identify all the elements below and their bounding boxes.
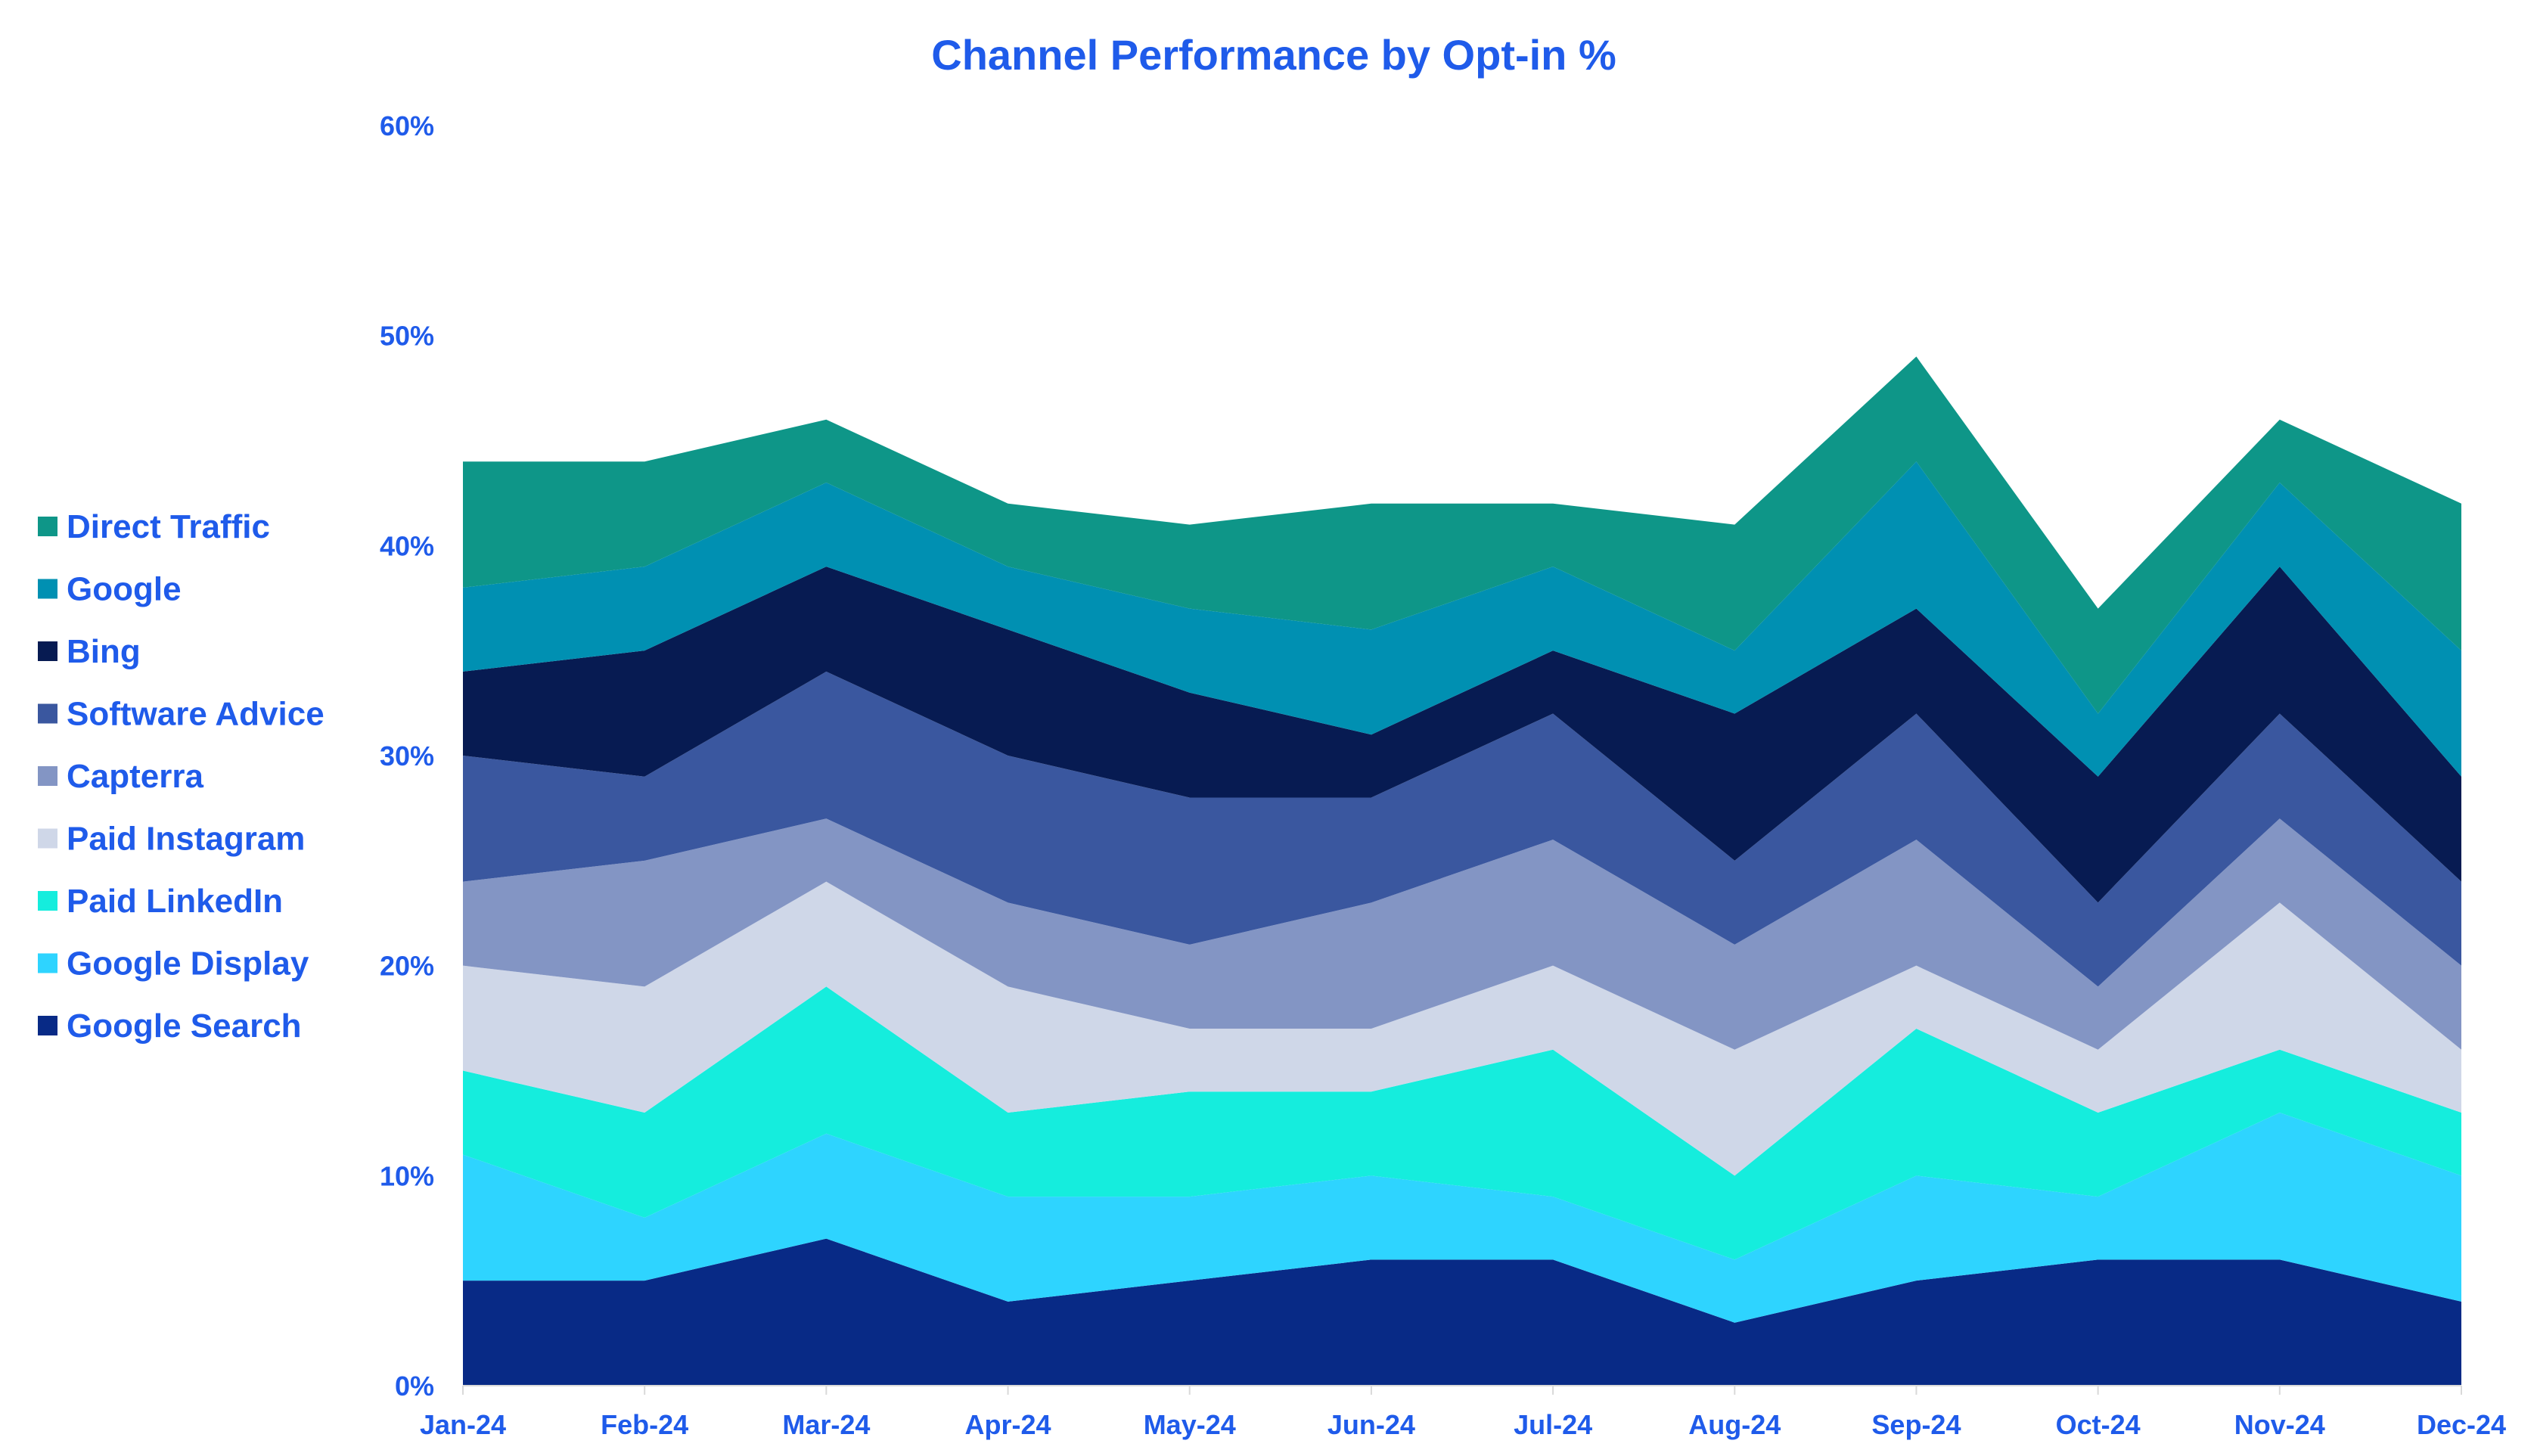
- areas-layer: [463, 356, 2461, 1386]
- area-paid-linkedin: [463, 986, 2461, 1260]
- y-tick-label: 50%: [380, 321, 434, 352]
- legend-label: Paid LinkedIn: [67, 883, 283, 920]
- chart-title: Channel Performance by Opt-in %: [931, 31, 1616, 79]
- x-tick-label: Mar-24: [782, 1409, 870, 1440]
- x-tick-label: May-24: [1144, 1409, 1236, 1440]
- area-software-advice: [463, 671, 2461, 987]
- legend: Direct Traffic Google Bing Software Advice C…: [38, 508, 324, 1045]
- legend-swatch: [38, 828, 57, 849]
- legend-swatch: [38, 953, 57, 973]
- legend-item-google-search: Google Search: [38, 1007, 302, 1045]
- legend-swatch: [38, 703, 57, 724]
- legend-item-paid-instagram: Paid Instagram: [38, 821, 305, 858]
- x-tick-label: Aug-24: [1688, 1409, 1781, 1440]
- x-tick-label: Oct-24: [2056, 1409, 2141, 1440]
- legend-swatch: [38, 579, 57, 599]
- area-google: [463, 461, 2461, 777]
- legend-item-bing: Bing: [38, 633, 141, 670]
- y-tick-label: 40%: [380, 530, 434, 561]
- x-tick-label: Apr-24: [965, 1409, 1051, 1440]
- legend-swatch: [38, 641, 57, 661]
- legend-label: Capterra: [67, 758, 203, 795]
- legend-label: Google Display: [67, 945, 309, 983]
- legend-label: Google: [67, 571, 182, 608]
- x-tick-label: Jun-24: [1328, 1409, 1415, 1440]
- area-capterra: [463, 818, 2461, 1050]
- legend-item-google: Google: [38, 571, 182, 608]
- legend-item-direct-traffic: Direct Traffic: [38, 508, 270, 545]
- legend-label: Software Advice: [67, 696, 324, 733]
- legend-label: Google Search: [67, 1007, 302, 1045]
- area-paid-instagram: [463, 881, 2461, 1176]
- y-tick-label: 10%: [380, 1160, 434, 1191]
- x-tick-label: Jul-24: [1514, 1409, 1592, 1440]
- y-tick-label: 20%: [380, 951, 434, 982]
- legend-swatch: [38, 766, 57, 786]
- legend-item-software-advice: Software Advice: [38, 696, 324, 733]
- legend-label: Bing: [67, 633, 141, 670]
- legend-item-paid-linkedin: Paid LinkedIn: [38, 883, 283, 920]
- legend-label: Paid Instagram: [67, 821, 305, 858]
- legend-swatch: [38, 517, 57, 536]
- legend-label: Direct Traffic: [67, 508, 270, 545]
- area-google-display: [463, 1113, 2461, 1323]
- legend-item-google-display: Google Display: [38, 945, 309, 983]
- x-tick-label: Nov-24: [2234, 1409, 2325, 1440]
- y-tick-label: 30%: [380, 740, 434, 771]
- legend-swatch: [38, 1016, 57, 1035]
- x-tick-label: Sep-24: [1871, 1409, 1961, 1440]
- x-tick-label: Dec-24: [2417, 1409, 2506, 1440]
- y-tick-label: 0%: [395, 1371, 434, 1402]
- area-google-search: [463, 1238, 2461, 1386]
- x-tick-label: Feb-24: [601, 1409, 688, 1440]
- legend-item-capterra: Capterra: [38, 758, 203, 795]
- area-bing: [463, 567, 2461, 903]
- y-tick-label: 60%: [380, 110, 434, 141]
- x-tick-label: Jan-24: [420, 1409, 506, 1440]
- area-direct-traffic: [463, 356, 2461, 714]
- axis-layer: Jan-24 Feb-24 Mar-24 Apr-24 May-24 Jun-24 Jul-…: [380, 110, 2506, 1440]
- legend-swatch: [38, 891, 57, 911]
